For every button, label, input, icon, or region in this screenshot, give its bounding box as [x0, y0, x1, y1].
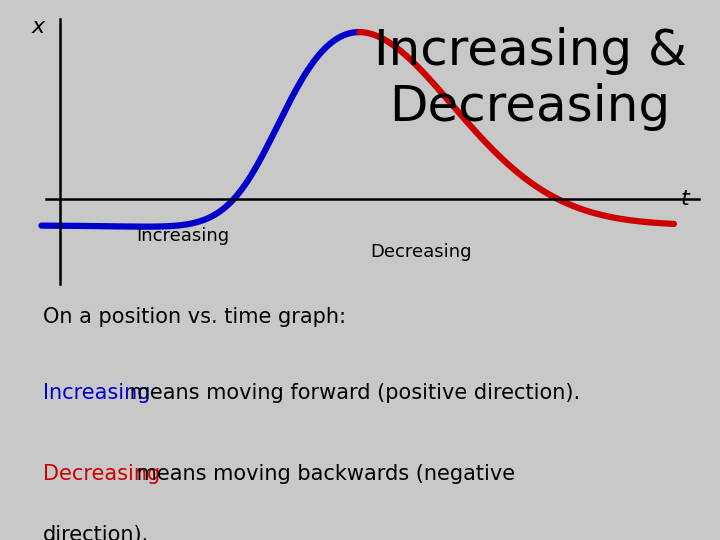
- Text: means moving forward (positive direction).: means moving forward (positive direction…: [123, 383, 580, 403]
- Text: Increasing: Increasing: [42, 383, 150, 403]
- Text: direction).: direction).: [42, 525, 149, 540]
- Text: On a position vs. time graph:: On a position vs. time graph:: [42, 307, 346, 327]
- Text: Decreasing: Decreasing: [42, 464, 160, 484]
- Text: Increasing: Increasing: [136, 227, 230, 246]
- Text: Decreasing: Decreasing: [370, 244, 472, 261]
- Text: t: t: [680, 189, 689, 209]
- Text: Increasing &
Decreasing: Increasing & Decreasing: [374, 28, 687, 131]
- Text: x: x: [32, 17, 45, 37]
- Text: means moving backwards (negative: means moving backwards (negative: [130, 464, 515, 484]
